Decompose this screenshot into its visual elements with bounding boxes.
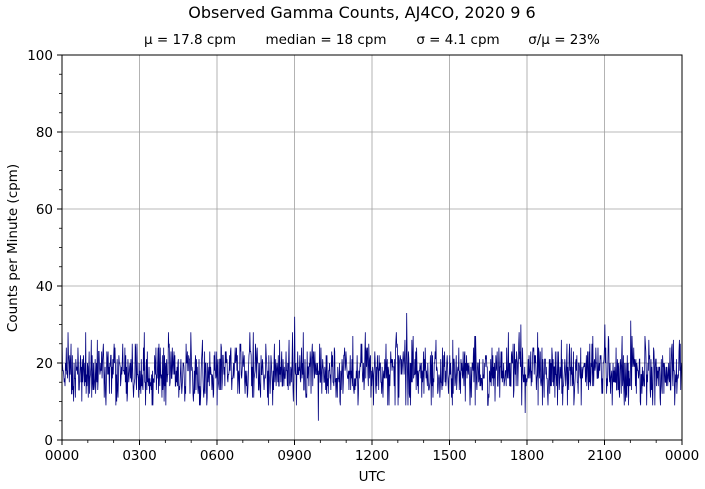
- x-tick-label: 0000: [665, 448, 699, 464]
- x-tick-label: 0300: [122, 448, 156, 464]
- x-tick-label: 2100: [587, 448, 621, 464]
- x-tick-label: 1800: [510, 448, 544, 464]
- y-tick-label: 20: [36, 356, 53, 372]
- series-line: [61, 312, 683, 421]
- x-tick-label: 0900: [277, 448, 311, 464]
- x-tick-label: 1200: [355, 448, 389, 464]
- y-tick-label: 60: [36, 202, 53, 218]
- axis-ticks: 0000 0300 0600 0900 1200 1500 1800 2100 00000204…: [27, 48, 699, 464]
- y-tick-label: 0: [44, 433, 53, 449]
- grid-lines: [62, 55, 682, 440]
- x-tick-label: 0000: [45, 448, 79, 464]
- y-tick-label: 80: [36, 125, 53, 141]
- stat-sigma: σ = 4.1 cpm: [416, 32, 499, 48]
- x-tick-label: 1500: [432, 448, 466, 464]
- y-axis-label: Counts per Minute (cpm): [5, 164, 21, 332]
- series-layer: [61, 312, 683, 421]
- chart-title: Observed Gamma Counts, AJ4CO, 2020 9 6: [188, 3, 535, 22]
- stat-median: median = 18 cpm: [265, 32, 386, 48]
- x-axis-label: UTC: [359, 469, 386, 485]
- stat-mean: μ = 17.8 cpm: [144, 32, 236, 48]
- stat-ratio: σ/μ = 23%: [528, 32, 600, 48]
- y-tick-label: 100: [27, 48, 53, 64]
- y-tick-label: 40: [36, 279, 53, 295]
- x-tick-label: 0600: [200, 448, 234, 464]
